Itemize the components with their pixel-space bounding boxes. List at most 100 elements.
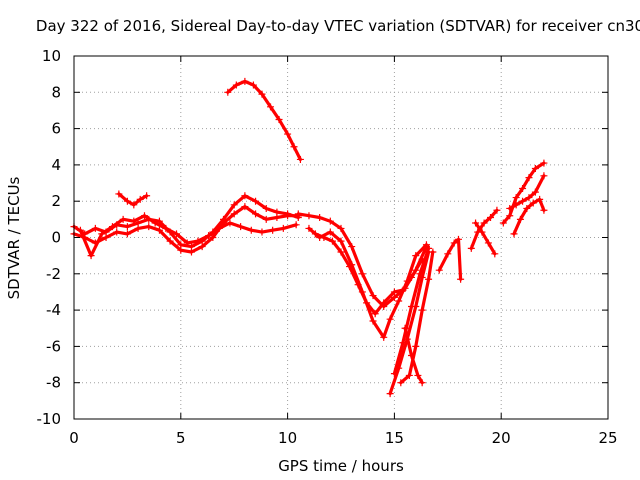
series-track-8 — [311, 230, 426, 318]
data-point — [369, 292, 377, 300]
data-point — [348, 243, 356, 251]
data-point — [401, 324, 409, 332]
data-point — [328, 237, 336, 245]
data-point — [76, 226, 84, 234]
data-point — [119, 215, 127, 223]
data-point — [232, 81, 240, 89]
data-point — [422, 241, 430, 249]
data-point — [390, 288, 398, 296]
data-point — [224, 88, 232, 96]
data-point — [380, 299, 388, 307]
series-line — [388, 250, 431, 396]
data-point — [252, 197, 260, 205]
data-point — [326, 217, 334, 225]
data-point — [123, 223, 131, 231]
data-series — [70, 77, 548, 398]
data-point — [187, 248, 195, 256]
data-point — [414, 371, 422, 379]
data-point — [258, 228, 266, 236]
data-point — [230, 201, 238, 209]
data-point — [273, 214, 281, 222]
series-line — [226, 79, 302, 162]
data-point — [275, 116, 283, 124]
series-track-12 — [401, 324, 426, 387]
data-point — [407, 273, 415, 281]
data-point — [519, 197, 527, 205]
data-point — [425, 275, 433, 283]
data-point — [516, 215, 524, 223]
data-point — [320, 234, 328, 241]
series-track-10 — [390, 244, 433, 378]
y-tick-label: 0 — [51, 229, 61, 247]
data-point — [493, 206, 501, 214]
data-point — [454, 235, 462, 243]
gridlines — [74, 56, 608, 419]
data-point — [136, 195, 144, 203]
y-tick-label: -6 — [46, 337, 61, 355]
data-point — [519, 184, 527, 192]
data-point — [390, 370, 398, 378]
y-axis-label: SDTVAR / TECUs — [5, 176, 23, 299]
data-point — [143, 192, 151, 200]
data-point — [290, 143, 298, 151]
data-point — [296, 155, 304, 163]
data-point — [294, 210, 302, 218]
data-point — [386, 390, 394, 398]
data-point — [457, 275, 465, 283]
series-track-2 — [70, 203, 302, 256]
data-point — [531, 188, 539, 196]
series-line — [403, 326, 424, 385]
data-point — [98, 230, 106, 238]
data-point — [252, 210, 260, 218]
data-point — [371, 310, 379, 318]
series-track-13 — [435, 235, 465, 283]
data-point — [510, 230, 518, 238]
series-track-15 — [472, 219, 499, 258]
data-point — [478, 228, 486, 236]
series-line — [437, 237, 463, 281]
data-point — [115, 190, 123, 198]
data-point — [123, 197, 131, 205]
data-point — [491, 250, 499, 258]
data-point — [267, 103, 275, 111]
data-point — [358, 270, 366, 278]
data-point — [173, 230, 181, 238]
data-point — [354, 281, 362, 289]
y-tick-label: 6 — [51, 120, 61, 138]
data-point — [512, 194, 520, 202]
series-track-11 — [397, 248, 437, 387]
data-point — [194, 237, 202, 245]
y-tick-label: -4 — [46, 301, 61, 319]
data-point — [130, 201, 138, 209]
data-point — [209, 234, 217, 241]
data-point — [525, 174, 533, 182]
data-point — [241, 192, 249, 200]
data-point — [412, 252, 420, 260]
data-point — [205, 232, 213, 240]
data-point — [305, 212, 313, 220]
y-tick-label: 10 — [42, 47, 61, 65]
data-point — [369, 317, 377, 325]
data-point — [262, 215, 270, 223]
data-point — [230, 210, 238, 218]
data-point — [540, 159, 548, 167]
data-point — [166, 237, 174, 245]
data-point — [279, 224, 287, 232]
data-point — [108, 223, 116, 231]
x-axis-label: GPS time / hours — [278, 457, 404, 475]
data-point — [337, 224, 345, 232]
data-point — [435, 266, 443, 274]
data-point — [472, 219, 480, 227]
data-point — [155, 226, 163, 234]
data-point — [418, 379, 426, 387]
data-point — [523, 204, 531, 212]
data-point — [91, 224, 99, 232]
data-point — [386, 315, 394, 323]
data-point — [399, 339, 407, 347]
data-point — [337, 237, 345, 245]
data-point — [162, 224, 170, 232]
data-point — [241, 203, 249, 211]
data-point — [151, 219, 159, 227]
chart-title: Day 322 of 2016, Sidereal Day-to-day VTE… — [36, 17, 640, 35]
data-point — [405, 371, 413, 379]
